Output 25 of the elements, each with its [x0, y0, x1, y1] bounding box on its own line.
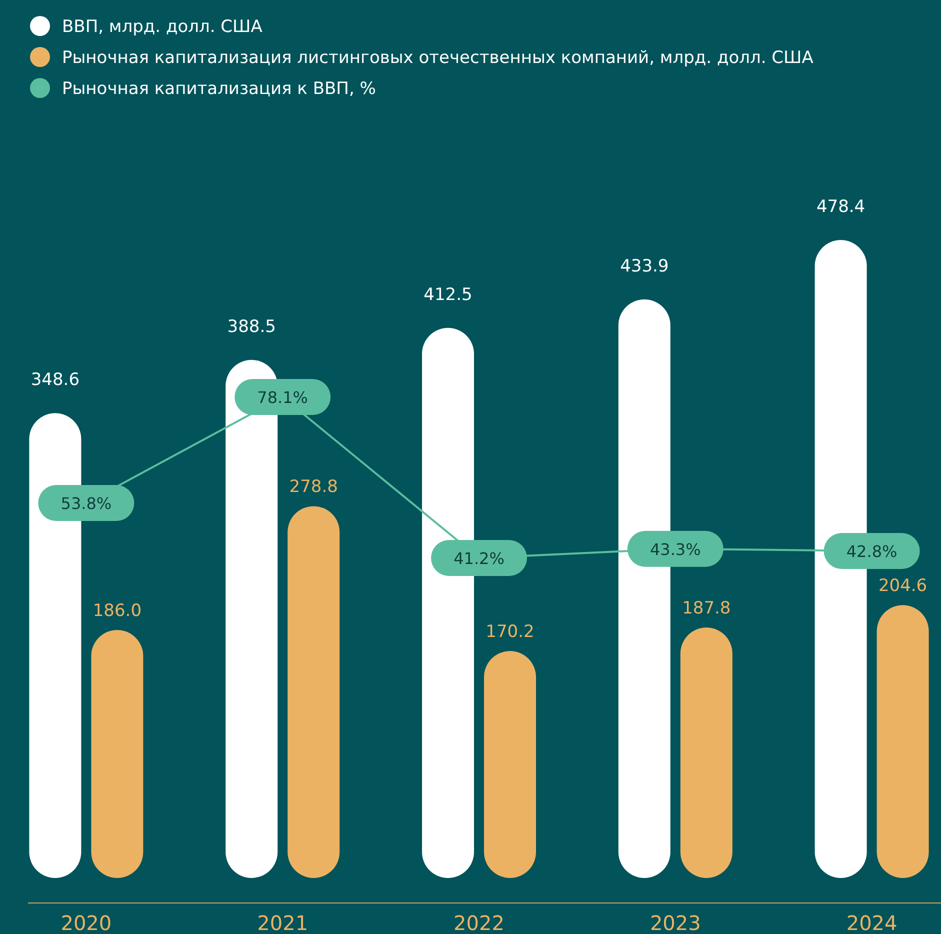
data-label: 278.8: [289, 477, 338, 498]
x-tick-label: 2021: [257, 911, 308, 934]
legend-label: Рыночная капитализация к ВВП, %: [62, 79, 376, 99]
data-label: 170.2: [486, 622, 534, 642]
data-label: 53.8%: [60, 494, 112, 514]
data-label: 348.6: [30, 370, 80, 390]
x-tick-label: 2024: [846, 911, 898, 934]
x-tick-label: 2022: [454, 911, 504, 934]
x-tick-label: 2023: [650, 911, 701, 934]
legend-label: ВВП, млрд. долл. США: [62, 17, 263, 37]
data-label: 78.1%: [257, 388, 308, 407]
data-label: 41.2%: [454, 549, 504, 568]
data-label: 433.9: [620, 256, 669, 276]
data-label: 412.5: [424, 284, 472, 305]
data-label: 42.8%: [846, 542, 898, 562]
data-label: 204.6: [878, 576, 928, 596]
bar: [484, 651, 536, 878]
data-label: 187.8: [682, 598, 731, 619]
bar: [91, 630, 144, 878]
data-label: 388.5: [227, 316, 276, 337]
data-label: 186.0: [92, 600, 142, 621]
data-label: 43.3%: [650, 540, 701, 559]
legend-label: Рыночная капитализация листинговых отечественных компаний, млрд. долл. США: [62, 48, 814, 68]
x-tick-label: 2020: [60, 911, 112, 934]
data-label: 478.4: [816, 197, 866, 217]
